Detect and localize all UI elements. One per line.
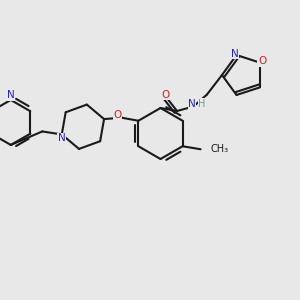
Text: O: O: [113, 110, 122, 120]
Text: N: N: [230, 49, 238, 58]
Text: O: O: [258, 56, 266, 66]
Text: O: O: [161, 89, 169, 100]
Text: H: H: [198, 98, 206, 109]
Text: N: N: [188, 98, 196, 109]
Text: N: N: [7, 90, 15, 100]
Text: CH₃: CH₃: [210, 144, 228, 154]
Text: N: N: [58, 133, 66, 143]
